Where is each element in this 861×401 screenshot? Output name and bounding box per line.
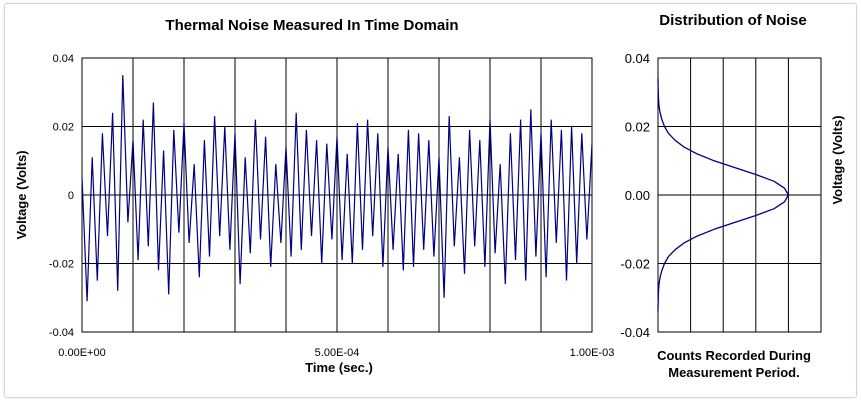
time-chart-y-tick-label: 0.02 (53, 122, 74, 134)
distribution-chart: Distribution of Noise 0.04 0.02 0.00 -0.02 -… (620, 12, 845, 380)
time-chart-y-tick-label: -0.02 (49, 259, 74, 271)
distribution-curve-line (657, 78, 790, 312)
distribution-curve (657, 78, 790, 312)
time-chart-title: Thermal Noise Measured In Time Domain (165, 17, 458, 34)
time-series-line (81, 75, 593, 302)
time-chart-grid (82, 58, 592, 332)
distribution-chart-title: Distribution of Noise (659, 12, 807, 29)
distribution-chart-plot-area (657, 57, 822, 333)
time-chart-x-tick-label: 5.00E-04 (315, 347, 360, 359)
distribution-chart-y-tick-label: 0.02 (625, 120, 650, 135)
time-chart-x-label: Time (sec.) (305, 360, 373, 375)
time-chart-x-tick-label: 0.00E+00 (58, 347, 105, 359)
distribution-chart-y-ticks: 0.04 0.02 0.00 -0.02 -0.04 (620, 51, 650, 340)
distribution-chart-y-tick-label: 0.00 (625, 188, 650, 203)
distribution-chart-grid (658, 58, 821, 332)
time-chart-y-tick-label: 0.04 (53, 53, 74, 65)
time-chart-y-tick-label: -0.04 (49, 327, 74, 339)
distribution-chart-y-tick-label: -0.02 (620, 257, 650, 272)
time-series (81, 75, 593, 302)
time-chart-x-ticks: 0.00E+00 5.00E-04 1.00E-03 (58, 347, 614, 359)
distribution-chart-x-label: Counts Recorded During Measurement Period… (657, 348, 811, 380)
distribution-chart-y-tick-label: -0.04 (620, 325, 650, 340)
distribution-chart-y-tick-label: 0.04 (625, 51, 650, 66)
time-domain-chart: Thermal Noise Measured In Time Domain 0.… (14, 17, 614, 375)
time-chart-y-tick-label: 0 (68, 190, 74, 202)
time-chart-plot-area (81, 57, 593, 333)
time-chart-y-ticks: 0.04 0.02 0 -0.02 -0.04 (49, 53, 74, 339)
distribution-chart-y-label: Voltage (Volts) (830, 115, 845, 204)
time-chart-y-label: Voltage (Volts) (14, 150, 29, 239)
time-chart-x-tick-label: 1.00E-03 (570, 347, 615, 359)
